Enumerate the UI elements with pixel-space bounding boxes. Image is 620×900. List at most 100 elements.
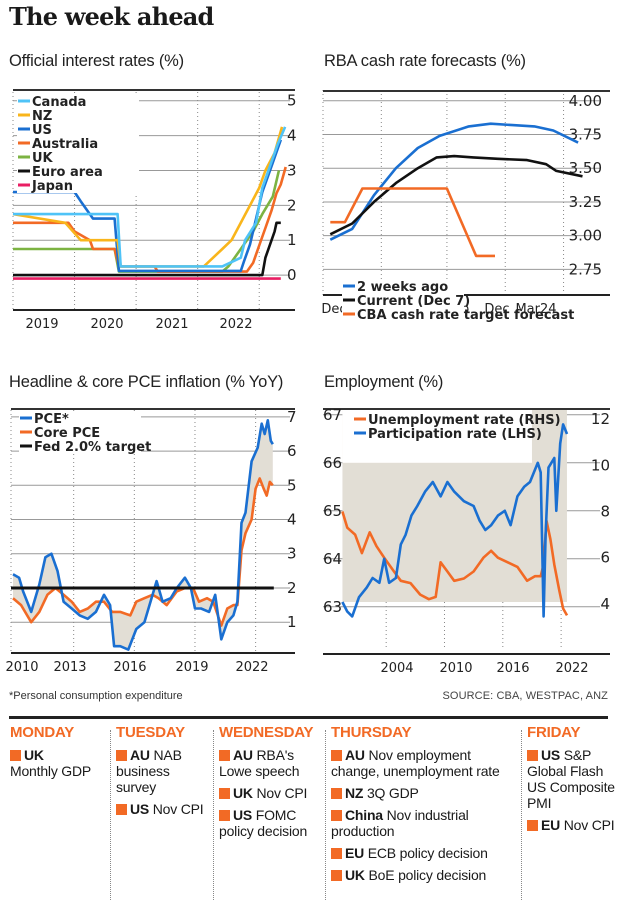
calendar-event: China Nov industrial production — [331, 807, 521, 839]
bullet-square-icon — [116, 750, 127, 761]
day-heading: THURSDAY — [331, 724, 412, 741]
y-tick-label: 1 — [287, 231, 297, 249]
calendar-event: US FOMC policy decision — [219, 807, 323, 839]
y-tick-label-rhs: 12 — [591, 410, 610, 428]
bullet-square-icon — [331, 848, 342, 859]
event-text: 3Q GDP — [363, 785, 419, 801]
calendar-event: UK Nov CPI — [219, 785, 323, 801]
event-text: ECB policy decision — [364, 845, 488, 861]
shade-mask — [342, 410, 532, 463]
legend-label: NZ — [32, 109, 52, 124]
y-tick-label: 5 — [287, 92, 297, 110]
y-tick-label: 6 — [287, 442, 297, 460]
y-tick-label: 2.75 — [569, 260, 602, 278]
legend-bg — [17, 165, 139, 179]
calendar-divider — [9, 716, 608, 719]
x-tick-label: 2019 — [25, 317, 58, 332]
calendar-day-friday: FRIDAY US S&P Global Flash US Composite P… — [527, 724, 617, 839]
column-separator — [325, 730, 326, 900]
x-tick-label: 2010 — [439, 661, 472, 676]
event-region: EU — [345, 845, 365, 861]
y-tick-label: 0 — [287, 266, 297, 284]
day-heading: FRIDAY — [527, 724, 581, 741]
legend-bg — [17, 95, 139, 109]
y-tick-label-lhs: 65 — [323, 502, 342, 520]
x-tick-label: 2022 — [555, 661, 588, 676]
pce-chart-title: Headline & core PCE inflation (% YoY) — [9, 373, 284, 391]
event-text: Nov CPI — [252, 785, 308, 801]
series-line-participation-rate — [341, 423, 569, 618]
x-tick-label: Dec — [484, 302, 509, 317]
y-tick-label: 2 — [287, 579, 297, 597]
legend-label: Current (Dec 7) — [357, 294, 470, 309]
rates-chart-title: Official interest rates (%) — [9, 52, 184, 70]
calendar-event: EU Nov CPI — [527, 817, 617, 833]
event-region: US — [233, 807, 253, 823]
series-line-2-weeks-ago — [329, 122, 579, 241]
y-tick-label-rhs: 4 — [600, 595, 610, 613]
day-heading: MONDAY — [10, 724, 75, 741]
bullet-square-icon — [219, 750, 230, 761]
y-tick-label-rhs: 10 — [591, 456, 610, 474]
event-region: US — [130, 801, 150, 817]
legend-bg — [17, 151, 139, 165]
series-line-canada — [13, 126, 287, 268]
y-tick-label-rhs: 6 — [600, 549, 610, 567]
event-region: EU — [541, 817, 561, 833]
event-text: Nov industrial production — [331, 807, 469, 839]
page-title: The week ahead — [9, 2, 214, 31]
x-tick-label: 2019 — [175, 660, 208, 675]
bullet-square-icon — [10, 750, 21, 761]
column-separator — [110, 730, 111, 900]
calendar-event: EU ECB policy decision — [331, 845, 521, 861]
calendar-event: UK BoE policy decision — [331, 867, 521, 883]
x-tick-label: 2016 — [113, 660, 146, 675]
event-text: Monthly GDP — [10, 763, 92, 779]
calendar-day-tuesday: TUESDAY AU NAB business survey US Nov CPI — [116, 724, 212, 823]
column-separator — [521, 730, 522, 900]
event-region: UK — [24, 747, 44, 763]
footnote: *Personal consumption expenditure — [9, 690, 183, 702]
y-tick-label-rhs: 8 — [600, 503, 610, 521]
y-tick-label: 7 — [287, 408, 297, 426]
legend-bg — [342, 294, 464, 308]
y-tick-label: 3.75 — [569, 126, 602, 144]
legend-bg — [19, 426, 141, 440]
series-line-pce- — [12, 419, 274, 651]
column-separator — [213, 730, 214, 900]
y-tick-label: 4 — [287, 127, 297, 145]
calendar-event: NZ 3Q GDP — [331, 785, 521, 801]
x-tick-label: 2020 — [90, 317, 123, 332]
source-note: SOURCE: CBA, WESTPAC, ANZ — [442, 690, 608, 702]
event-region: UK — [345, 867, 365, 883]
day-heading: TUESDAY — [116, 724, 185, 741]
legend-bg — [342, 308, 464, 322]
y-tick-label-lhs: 63 — [323, 598, 342, 616]
y-tick-label: 4.00 — [569, 92, 602, 110]
legend-label: Fed 2.0% target — [34, 440, 151, 455]
event-text: Nov CPI — [560, 817, 615, 833]
bullet-square-icon — [331, 870, 342, 881]
rba-chart: 2.753.003.253.503.754.00DecMar23JunSepDe… — [321, 90, 610, 323]
y-tick-label-lhs: 66 — [323, 454, 342, 472]
legend-bg — [17, 137, 139, 151]
y-tick-label-lhs: 64 — [323, 550, 342, 568]
calendar-day-thursday: THURSDAY AU Nov employment change, unempl… — [331, 724, 521, 889]
y-tick-label: 3.00 — [569, 227, 602, 245]
event-text: S&P Global Flash US Composite PMI — [527, 747, 615, 811]
legend-bg — [17, 179, 139, 193]
legend-label: Japan — [31, 179, 73, 194]
bullet-square-icon — [219, 788, 230, 799]
x-tick-label: Dec — [321, 302, 346, 317]
bullet-square-icon — [219, 810, 230, 821]
x-tick-label: Mar24 — [515, 302, 556, 317]
x-tick-label: 2022 — [219, 317, 252, 332]
series-line-cba-cash-rate-target-forecast — [330, 187, 495, 258]
rates-chart: 0 1 2 3 4 5 2019 2020 2021 2022 CanadaNZUSAustrali… — [12, 89, 297, 332]
employment-chart-title: Employment (%) — [324, 373, 444, 391]
legend-label: Participation rate (LHS) — [368, 427, 542, 442]
legend-label: UK — [32, 151, 54, 166]
series-line-euro-area — [13, 221, 281, 277]
bullet-square-icon — [331, 750, 342, 761]
series-line-nz — [12, 126, 284, 268]
